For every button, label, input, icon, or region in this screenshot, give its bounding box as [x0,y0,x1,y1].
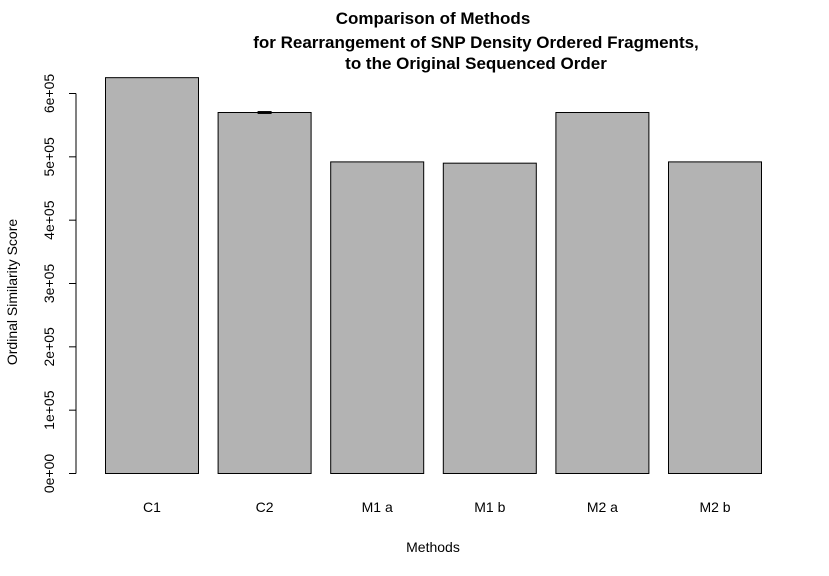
x-tick-label: M1 a [362,499,393,515]
bar-m1-b [442,162,537,475]
bar-c1 [105,77,199,475]
bar-c2 [217,112,312,474]
y-axis: 0e+00 1e+05 2e+05 3e+05 4e+05 5e+05 6e+05 [41,74,77,494]
x-tick-label: M1 b [474,499,505,515]
y-axis-label: Ordinal Similarity Score [4,219,20,365]
y-tick-label: 1e+05 [41,390,57,430]
x-tick-label: M2 a [587,499,618,515]
bar-m1-a [330,161,425,474]
chart-title-line-1: Comparison of Methods [336,9,531,28]
bar-m2-b [668,161,762,474]
y-tick-label: 4e+05 [41,200,57,240]
bars-layer [105,77,762,475]
y-tick-label: 0e+00 [41,454,57,494]
bar-m2-a [555,112,650,474]
x-tick-label: M2 b [699,499,730,515]
y-tick-label: 6e+05 [41,74,57,114]
y-tick-label: 3e+05 [41,264,57,304]
x-axis-label: Methods [406,539,460,555]
chart-title-line-3: to the Original Sequenced Order [345,54,607,73]
x-tick-label: C2 [256,499,274,515]
error-bar-c2 [257,111,272,114]
x-axis: C1 C2 M1 a M1 b M2 a M2 b [143,499,731,515]
y-tick-label: 5e+05 [41,137,57,177]
chart-title-line-2: for Rearrangement of SNP Density Ordered… [253,33,699,52]
x-tick-label: C1 [143,499,161,515]
y-tick-label: 2e+05 [41,327,57,367]
